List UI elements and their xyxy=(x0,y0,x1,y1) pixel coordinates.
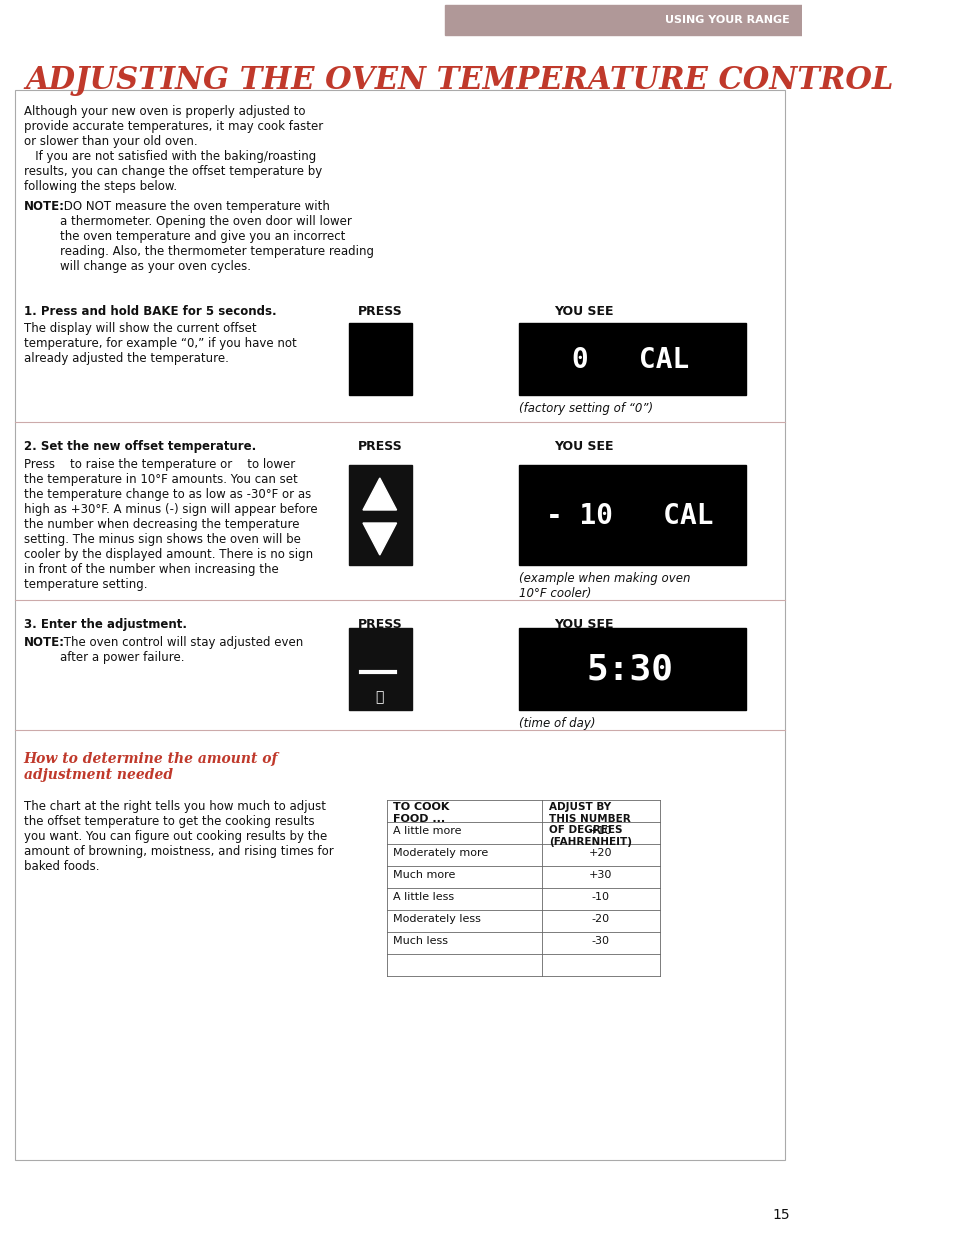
Text: PRESS: PRESS xyxy=(358,440,402,453)
Text: -10: -10 xyxy=(591,892,609,902)
Text: +10: +10 xyxy=(588,826,612,836)
Text: NOTE:: NOTE: xyxy=(24,200,65,212)
Text: The display will show the current offset
temperature, for example “0,” if you ha: The display will show the current offset… xyxy=(24,322,296,366)
Text: +20: +20 xyxy=(588,848,612,858)
Bar xyxy=(386,795,659,844)
Text: 1. Press and hold BAKE for 5 seconds.: 1. Press and hold BAKE for 5 seconds. xyxy=(24,305,275,317)
Text: 0   CAL: 0 CAL xyxy=(571,346,688,374)
Text: How to determine the amount of
adjustment needed: How to determine the amount of adjustmen… xyxy=(24,752,277,782)
Text: A little more: A little more xyxy=(393,826,461,836)
Text: 5:30: 5:30 xyxy=(586,653,673,687)
Text: PRESS: PRESS xyxy=(358,618,402,631)
Text: YOU SEE: YOU SEE xyxy=(554,618,614,631)
Text: +30: +30 xyxy=(588,869,612,881)
Text: (example when making oven
10°F cooler): (example when making oven 10°F cooler) xyxy=(518,572,690,600)
Text: -20: -20 xyxy=(591,914,609,924)
Text: 🔒: 🔒 xyxy=(375,690,383,704)
Text: The chart at the right tells you how much to adjust
the offset temperature to ge: The chart at the right tells you how muc… xyxy=(24,800,333,873)
Bar xyxy=(349,629,412,710)
Text: The oven control will stay adjusted even
after a power failure.: The oven control will stay adjusted even… xyxy=(60,636,303,664)
Text: 2. Set the new offset temperature.: 2. Set the new offset temperature. xyxy=(24,440,255,453)
Text: Although your new oven is properly adjusted to
provide accurate temperatures, it: Although your new oven is properly adjus… xyxy=(24,105,322,193)
Text: 15: 15 xyxy=(771,1208,789,1221)
Text: (factory setting of “0”): (factory setting of “0”) xyxy=(518,403,653,415)
Bar xyxy=(349,324,412,395)
Bar xyxy=(518,466,745,564)
Text: Much more: Much more xyxy=(393,869,456,881)
Text: Moderately less: Moderately less xyxy=(393,914,480,924)
Text: A little less: A little less xyxy=(393,892,454,902)
Text: ADJUST BY
THIS NUMBER
OF DEGREES
(FAHRENHEIT): ADJUST BY THIS NUMBER OF DEGREES (FAHREN… xyxy=(548,802,631,847)
Text: - 10   CAL: - 10 CAL xyxy=(546,501,713,530)
Text: YOU SEE: YOU SEE xyxy=(554,440,614,453)
Bar xyxy=(518,629,745,710)
Text: YOU SEE: YOU SEE xyxy=(554,305,614,317)
Bar xyxy=(445,5,801,35)
Text: Press    to raise the temperature or    to lower
the temperature in 10°F amounts: Press to raise the temperature or to low… xyxy=(24,458,316,592)
Text: Much less: Much less xyxy=(393,936,448,946)
Text: -30: -30 xyxy=(591,936,609,946)
Text: NOTE:: NOTE: xyxy=(24,636,65,650)
Text: TO COOK
FOOD ...: TO COOK FOOD ... xyxy=(393,802,449,824)
Bar xyxy=(15,90,784,1160)
Bar xyxy=(349,466,412,564)
Polygon shape xyxy=(362,522,396,555)
Text: USING YOUR RANGE: USING YOUR RANGE xyxy=(664,15,789,25)
Text: DO NOT measure the oven temperature with
a thermometer. Opening the oven door wi: DO NOT measure the oven temperature with… xyxy=(60,200,374,273)
Text: Moderately more: Moderately more xyxy=(393,848,488,858)
Polygon shape xyxy=(362,478,396,510)
Text: 3. Enter the adjustment.: 3. Enter the adjustment. xyxy=(24,618,187,631)
Bar xyxy=(518,324,745,395)
Text: ADJUSTING THE OVEN TEMPERATURE CONTROL: ADJUSTING THE OVEN TEMPERATURE CONTROL xyxy=(25,64,893,95)
Text: PRESS: PRESS xyxy=(358,305,402,317)
Text: (time of day): (time of day) xyxy=(518,718,596,730)
